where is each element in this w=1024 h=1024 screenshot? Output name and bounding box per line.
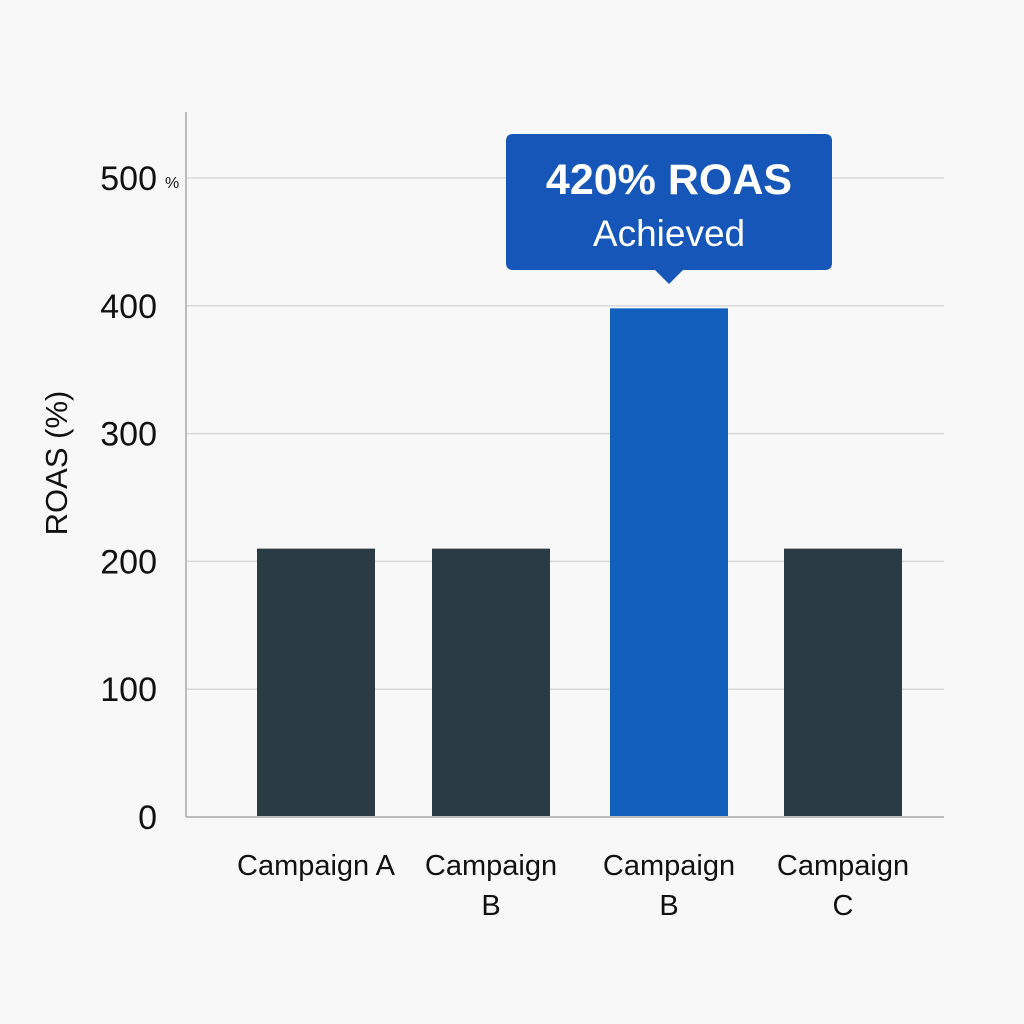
y-axis-title: ROAS (%) bbox=[39, 391, 74, 536]
roas-callout: 420% ROAS Achieved bbox=[506, 134, 832, 284]
y-tick-label: 300 bbox=[100, 416, 157, 454]
bar bbox=[784, 548, 902, 817]
bar-highlighted bbox=[610, 308, 728, 817]
y-tick-unit: % bbox=[165, 175, 179, 192]
callout-headline: 420% ROAS bbox=[546, 156, 792, 204]
y-tick-label: 200 bbox=[100, 543, 157, 581]
x-category-label: Campaign B bbox=[425, 850, 557, 922]
bar bbox=[257, 548, 375, 817]
y-tick-label: 0 bbox=[138, 799, 157, 837]
bar bbox=[432, 548, 550, 817]
x-category-labels: Campaign A Campaign B Campaign B Campaign C bbox=[237, 850, 909, 922]
y-tick-label: 400 bbox=[100, 288, 157, 326]
bars bbox=[257, 308, 902, 817]
callout-subtext: Achieved bbox=[593, 213, 745, 254]
callout-box bbox=[506, 134, 832, 284]
y-tick-label: 100 bbox=[100, 671, 157, 709]
y-tick-labels: 0 100 200 300 400 500% bbox=[100, 160, 179, 837]
x-category-label: Campaign A bbox=[237, 850, 396, 882]
axes bbox=[185, 112, 944, 818]
x-category-label: Campaign C bbox=[777, 850, 909, 922]
y-tick-label: 500 bbox=[100, 160, 157, 198]
x-category-label: Campaign B bbox=[603, 850, 735, 922]
